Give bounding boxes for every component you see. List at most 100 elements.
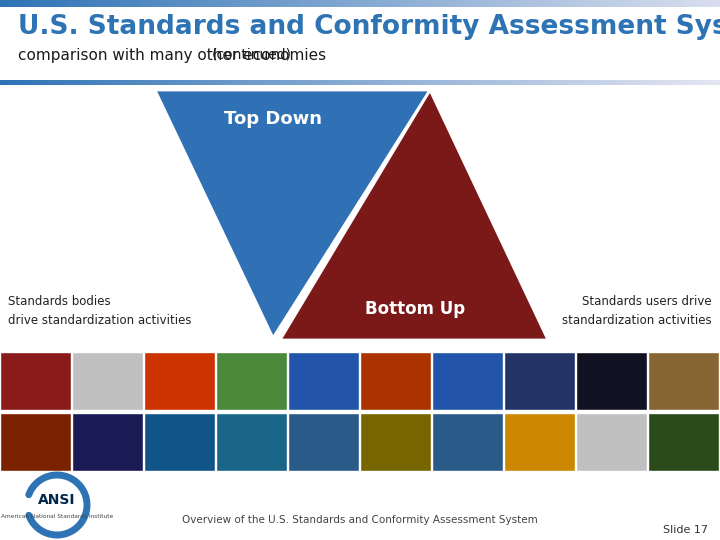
Bar [184, 0, 185, 7]
Bar [214, 0, 215, 7]
Bar [362, 80, 363, 85]
Bar [489, 80, 490, 85]
Bar [180, 80, 181, 85]
Bar [37, 0, 38, 7]
Bar [506, 80, 507, 85]
Bar [333, 0, 334, 7]
Bar [323, 80, 324, 85]
Bar [461, 80, 462, 85]
Bar [280, 0, 281, 7]
Bar [61, 0, 62, 7]
Bar [426, 0, 427, 7]
Bar [592, 0, 593, 7]
Bar [623, 0, 624, 7]
Bar [523, 80, 524, 85]
Bar [84, 80, 85, 85]
Bar [530, 0, 531, 7]
Bar [290, 0, 291, 7]
Bar [618, 80, 619, 85]
Bar [589, 0, 590, 7]
Bar [223, 0, 224, 7]
Bar [358, 80, 359, 85]
Bar [475, 80, 476, 85]
Bar [437, 0, 438, 7]
Text: American National Standards Institute: American National Standards Institute [1, 515, 113, 519]
Bar [601, 0, 602, 7]
Text: Overview of the U.S. Standards and Conformity Assessment System: Overview of the U.S. Standards and Confo… [182, 515, 538, 525]
Bar [191, 0, 192, 7]
Bar [298, 0, 299, 7]
Bar [500, 80, 501, 85]
Bar [161, 0, 162, 7]
Bar [112, 0, 113, 7]
Bar [598, 0, 599, 7]
Bar [272, 80, 273, 85]
Bar [272, 0, 273, 7]
Bar [31, 0, 32, 7]
Bar [78, 80, 79, 85]
Bar [227, 80, 228, 85]
Bar [635, 0, 636, 7]
Bar [19, 80, 20, 85]
Bar [288, 413, 359, 471]
Bar [492, 0, 493, 7]
Bar [114, 0, 115, 7]
Bar [446, 80, 447, 85]
Bar [183, 0, 184, 7]
Bar [392, 80, 393, 85]
Bar [629, 0, 630, 7]
Bar [102, 80, 103, 85]
Bar [675, 80, 676, 85]
Bar [248, 80, 249, 85]
Bar [100, 80, 101, 85]
Bar [45, 80, 46, 85]
Bar [55, 0, 56, 7]
Bar [99, 80, 100, 85]
Bar [624, 80, 625, 85]
Bar [645, 80, 646, 85]
Bar [235, 80, 236, 85]
Bar [585, 0, 586, 7]
Bar [15, 0, 16, 7]
Bar [508, 0, 509, 7]
Bar [55, 80, 56, 85]
Bar [694, 80, 695, 85]
Bar [465, 0, 466, 7]
Bar [634, 80, 635, 85]
Bar [480, 80, 481, 85]
Bar [190, 0, 191, 7]
Bar [404, 80, 405, 85]
Bar [17, 80, 18, 85]
Bar [77, 80, 78, 85]
Bar [686, 80, 687, 85]
Bar [217, 80, 218, 85]
Bar [328, 0, 329, 7]
Bar [486, 80, 487, 85]
Bar [83, 80, 84, 85]
Bar [606, 80, 607, 85]
Bar [669, 80, 670, 85]
Bar [308, 0, 309, 7]
Bar [229, 0, 230, 7]
Bar [665, 80, 666, 85]
Bar [231, 0, 232, 7]
Bar [300, 0, 301, 7]
Bar [697, 0, 698, 7]
Bar [240, 80, 241, 85]
Bar [152, 80, 153, 85]
Bar [511, 0, 512, 7]
Bar [198, 80, 199, 85]
Bar [267, 80, 268, 85]
Bar [315, 0, 316, 7]
Bar [562, 0, 563, 7]
Bar [138, 0, 139, 7]
Bar [67, 0, 68, 7]
Bar [301, 80, 302, 85]
Bar [249, 80, 250, 85]
Bar [572, 80, 573, 85]
Bar [254, 80, 255, 85]
Bar [12, 80, 13, 85]
Bar [555, 80, 556, 85]
Bar [13, 0, 14, 7]
Bar [425, 80, 426, 85]
